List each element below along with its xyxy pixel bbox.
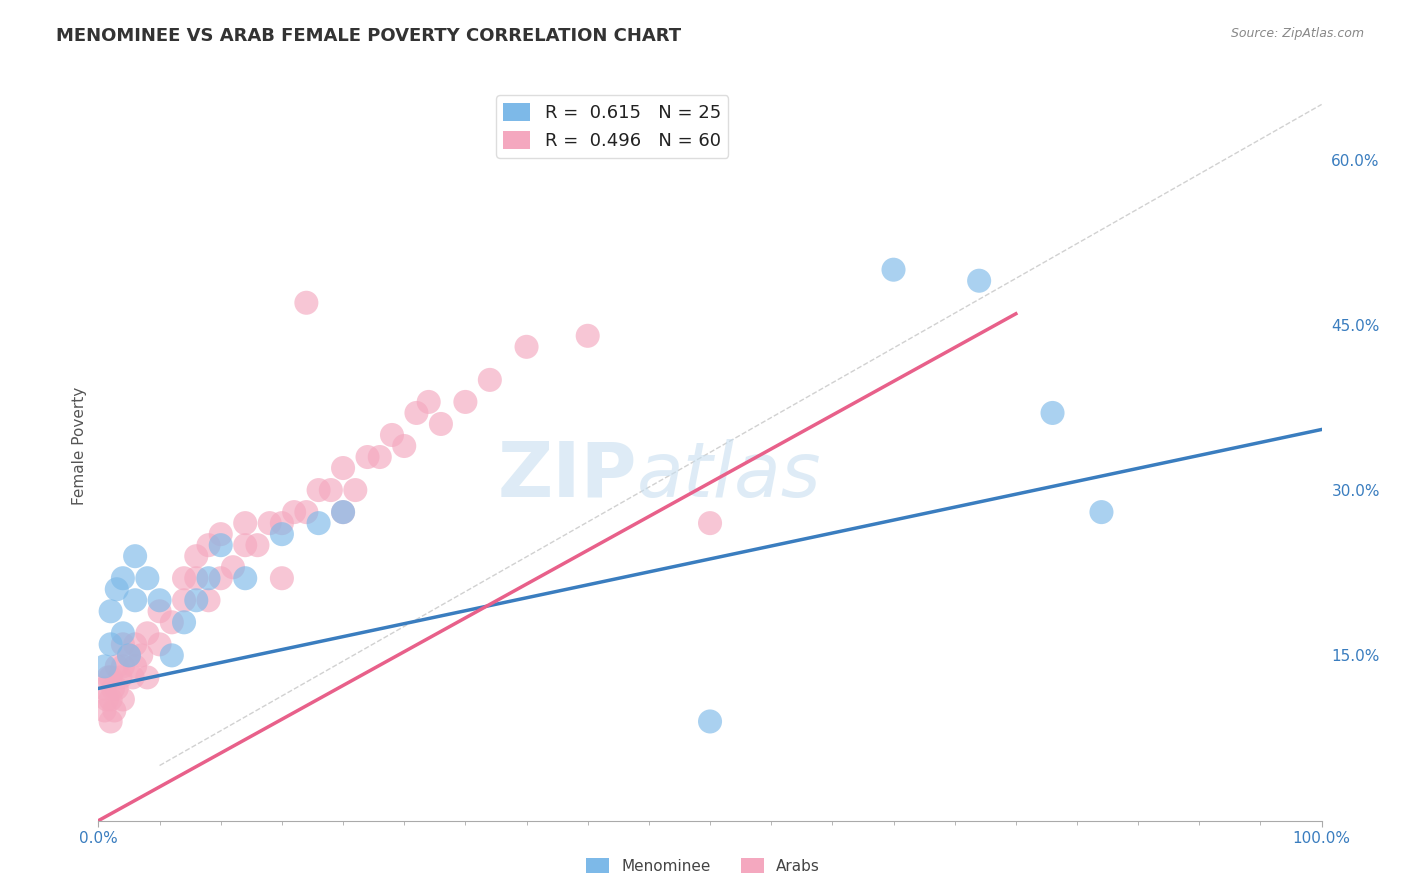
Point xyxy=(308,516,330,530)
Point xyxy=(454,395,477,409)
Point xyxy=(149,637,172,651)
Point xyxy=(93,703,115,717)
Point xyxy=(100,637,122,651)
Point xyxy=(96,692,118,706)
Point xyxy=(186,549,208,564)
Point xyxy=(515,340,537,354)
Point xyxy=(136,670,159,684)
Point xyxy=(124,549,146,564)
Point xyxy=(197,538,219,552)
Point xyxy=(699,714,721,729)
Point xyxy=(149,593,172,607)
Point xyxy=(233,571,256,585)
Point xyxy=(295,505,318,519)
Point xyxy=(93,681,115,696)
Point xyxy=(197,571,219,585)
Text: MENOMINEE VS ARAB FEMALE POVERTY CORRELATION CHART: MENOMINEE VS ARAB FEMALE POVERTY CORRELA… xyxy=(56,27,682,45)
Point xyxy=(209,571,232,585)
Point xyxy=(93,659,115,673)
Point xyxy=(111,637,134,651)
Point xyxy=(136,571,159,585)
Point xyxy=(186,593,208,607)
Point xyxy=(149,604,172,618)
Point xyxy=(381,428,404,442)
Text: ZIP: ZIP xyxy=(498,439,637,513)
Point xyxy=(332,505,354,519)
Point xyxy=(105,659,128,673)
Point xyxy=(368,450,391,464)
Point xyxy=(332,505,354,519)
Point xyxy=(97,670,120,684)
Point xyxy=(344,483,367,497)
Point xyxy=(883,262,905,277)
Point xyxy=(233,538,256,552)
Point xyxy=(246,538,269,552)
Legend: Menominee, Arabs: Menominee, Arabs xyxy=(579,852,827,880)
Point xyxy=(121,670,143,684)
Point xyxy=(118,648,141,663)
Point xyxy=(1042,406,1064,420)
Point xyxy=(270,516,294,530)
Point xyxy=(105,681,128,696)
Point xyxy=(100,692,122,706)
Point xyxy=(259,516,281,530)
Point xyxy=(136,626,159,640)
Point xyxy=(118,648,141,663)
Point xyxy=(478,373,501,387)
Legend: R =  0.615   N = 25, R =  0.496   N = 60: R = 0.615 N = 25, R = 0.496 N = 60 xyxy=(496,95,728,158)
Point xyxy=(270,527,294,541)
Point xyxy=(100,670,122,684)
Point xyxy=(160,648,183,663)
Point xyxy=(160,615,183,630)
Point xyxy=(197,593,219,607)
Point xyxy=(100,604,122,618)
Point xyxy=(967,274,990,288)
Point xyxy=(124,593,146,607)
Point xyxy=(430,417,453,431)
Point xyxy=(270,571,294,585)
Text: Source: ZipAtlas.com: Source: ZipAtlas.com xyxy=(1230,27,1364,40)
Point xyxy=(699,516,721,530)
Point xyxy=(129,648,152,663)
Point xyxy=(124,659,146,673)
Point xyxy=(576,328,599,343)
Point xyxy=(186,571,208,585)
Point xyxy=(110,670,132,684)
Point xyxy=(233,516,256,530)
Point xyxy=(111,571,134,585)
Point xyxy=(283,505,305,519)
Point xyxy=(111,659,134,673)
Point xyxy=(418,395,440,409)
Point xyxy=(1090,505,1112,519)
Point xyxy=(173,593,195,607)
Point xyxy=(319,483,342,497)
Point xyxy=(356,450,378,464)
Point xyxy=(222,560,245,574)
Point xyxy=(209,538,232,552)
Y-axis label: Female Poverty: Female Poverty xyxy=(72,387,87,505)
Point xyxy=(124,637,146,651)
Point xyxy=(100,714,122,729)
Point xyxy=(111,626,134,640)
Point xyxy=(209,527,232,541)
Point xyxy=(308,483,330,497)
Point xyxy=(392,439,416,453)
Point xyxy=(332,461,354,475)
Point xyxy=(105,582,128,597)
Text: atlas: atlas xyxy=(637,439,821,513)
Point xyxy=(295,295,318,310)
Point xyxy=(101,681,124,696)
Point xyxy=(111,692,134,706)
Point xyxy=(405,406,427,420)
Point xyxy=(103,703,125,717)
Point xyxy=(173,615,195,630)
Point xyxy=(173,571,195,585)
